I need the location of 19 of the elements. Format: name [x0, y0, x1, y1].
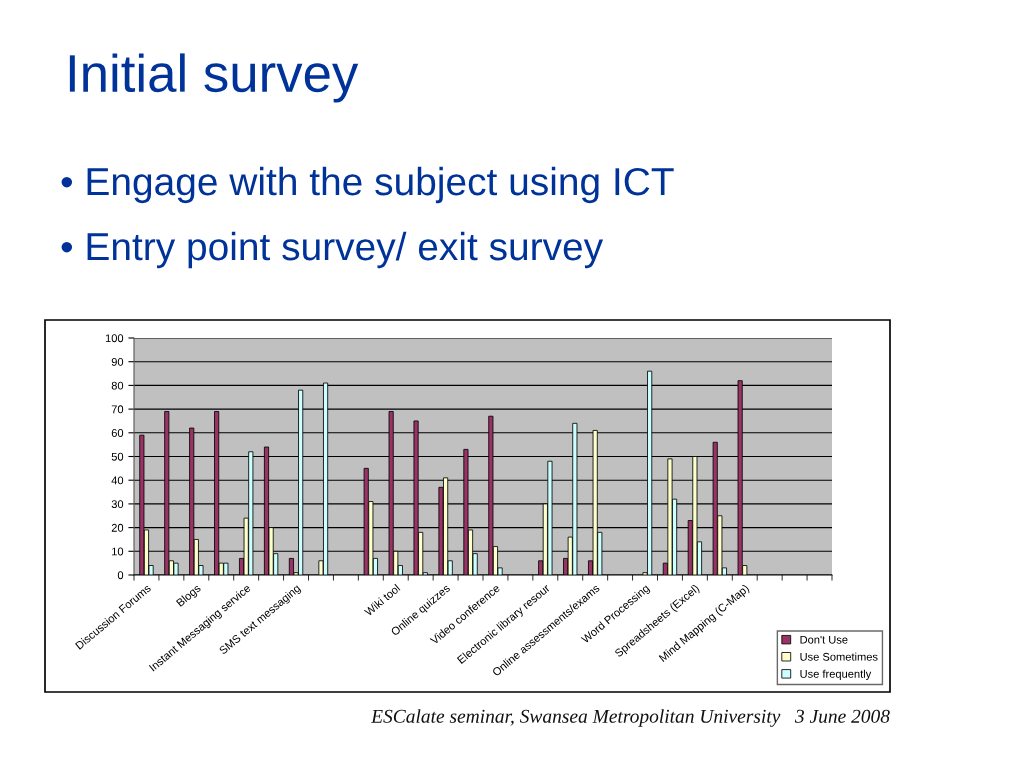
text: • Entry point survey/ exit survey [61, 231, 604, 269]
y-tick-label: 30 [111, 500, 124, 509]
y-tick-label: 90 [111, 357, 124, 366]
y-tick-label: 20 [111, 523, 124, 532]
y-tick-label: 50 [111, 452, 124, 461]
chart-title: Initial survey [69, 53, 359, 103]
y-tick-label: 60 [111, 429, 124, 437]
text: ESCalate seminar, Swansea Metropolitan University 3 June 2008 [370, 709, 890, 727]
y-tick-label: 0 [117, 571, 124, 580]
legend-label: Don't Use [800, 635, 848, 644]
y-tick-label: 40 [111, 476, 124, 485]
x-tick-label: Wiki tool [363, 583, 401, 617]
y-tick-label: 10 [112, 547, 124, 556]
y-tick-label: 80 [111, 381, 124, 390]
legend-label: Use Sometimes [800, 652, 878, 661]
text: • Engage with the subject using ICT [61, 166, 674, 204]
legend-label: Use frequently [800, 669, 872, 680]
y-tick-label: 100 [105, 334, 124, 343]
y-tick-label: 70 [111, 405, 124, 414]
